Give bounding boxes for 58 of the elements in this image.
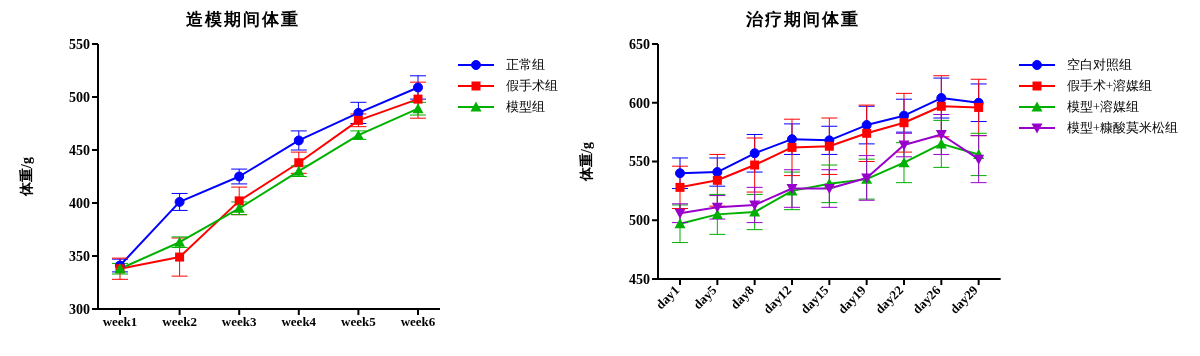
legend-label: 假手术+溶媒组 bbox=[1066, 76, 1152, 95]
point bbox=[935, 129, 947, 140]
point bbox=[674, 218, 686, 229]
point bbox=[787, 142, 797, 152]
legend-label: 正常组 bbox=[506, 55, 545, 74]
x-tick-label: week4 bbox=[281, 314, 317, 330]
point bbox=[749, 148, 760, 159]
chart-title: 造模期间体重 bbox=[185, 9, 301, 31]
legend-label: 模型+溶媒组 bbox=[1066, 97, 1139, 116]
y-tick-label: 500 bbox=[69, 89, 90, 105]
x-tick-label: week6 bbox=[400, 314, 436, 330]
x-tick-label: week3 bbox=[221, 314, 258, 330]
point bbox=[898, 140, 910, 151]
point bbox=[674, 208, 686, 219]
point bbox=[175, 252, 185, 262]
point bbox=[353, 115, 363, 125]
y-tick-label: 300 bbox=[69, 301, 90, 317]
point bbox=[675, 182, 685, 192]
y-tick-label: 450 bbox=[629, 271, 650, 287]
y-tick-label: 350 bbox=[69, 248, 90, 264]
point bbox=[174, 196, 185, 207]
point bbox=[974, 102, 984, 112]
point bbox=[712, 175, 722, 185]
y-tick-label: 550 bbox=[629, 154, 650, 170]
point bbox=[973, 154, 985, 165]
chart-title: 治疗期间体重 bbox=[745, 9, 861, 31]
x-tick-label: week1 bbox=[102, 314, 138, 330]
y-tick-label: 600 bbox=[629, 95, 650, 111]
point bbox=[293, 135, 304, 146]
point bbox=[413, 94, 423, 104]
point bbox=[294, 158, 304, 168]
point bbox=[862, 128, 872, 138]
y-tick-label: 500 bbox=[629, 213, 650, 229]
y-tick-label: 650 bbox=[629, 36, 650, 52]
y-axis-title: 体重/g bbox=[578, 142, 594, 182]
point bbox=[749, 200, 761, 211]
point bbox=[935, 138, 947, 149]
y-tick-label: 450 bbox=[69, 142, 90, 158]
y-tick-label: 550 bbox=[69, 36, 90, 52]
x-tick-label: week5 bbox=[341, 314, 377, 330]
point bbox=[750, 160, 760, 170]
y-tick-label: 400 bbox=[69, 195, 90, 211]
x-tick-label: week2 bbox=[162, 314, 197, 330]
point bbox=[824, 141, 834, 151]
point bbox=[234, 171, 245, 182]
legend-label: 模型组 bbox=[506, 97, 545, 116]
point bbox=[936, 101, 946, 111]
point bbox=[899, 118, 909, 128]
point bbox=[898, 157, 910, 168]
y-axis-title: 体重/g bbox=[18, 157, 34, 197]
point bbox=[823, 184, 835, 195]
point bbox=[711, 202, 723, 213]
legend-label: 假手术组 bbox=[506, 76, 558, 95]
legend-label: 空白对照组 bbox=[1066, 55, 1132, 74]
point bbox=[413, 82, 423, 93]
point bbox=[675, 168, 685, 179]
point bbox=[234, 196, 244, 206]
legend-label: 模型+糠酸莫米松组 bbox=[1066, 118, 1178, 137]
